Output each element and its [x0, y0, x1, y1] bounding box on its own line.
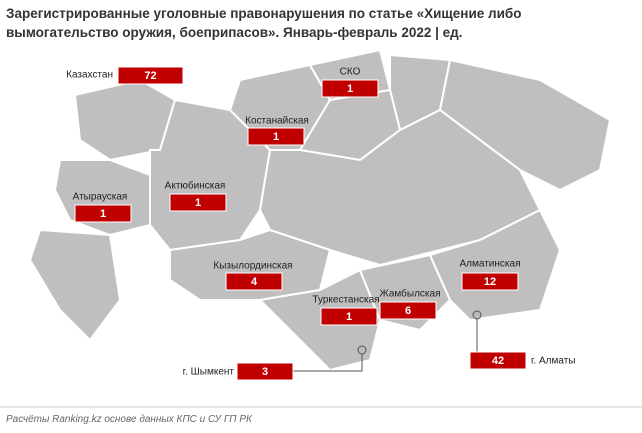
region-value: 4 — [251, 276, 258, 288]
value-box — [117, 66, 184, 85]
region-value: 1 — [347, 83, 353, 95]
region-value: 72 — [144, 70, 156, 82]
region-name: Атырауская — [73, 192, 128, 203]
region-name: Кызылординская — [213, 261, 292, 272]
value-box — [247, 127, 305, 146]
region-labels: Казахстан 72 СКО 1 Костанайская 1 Атырауская 1 А… — [66, 66, 575, 381]
title: Зарегистрированные уголовные правонаруше… — [6, 6, 522, 40]
value-box — [225, 272, 283, 291]
region-value: 1 — [100, 208, 106, 220]
region-value: 42 — [492, 355, 504, 367]
region-name: Туркестанская — [312, 295, 379, 306]
value-box — [321, 79, 379, 98]
region-value: 6 — [405, 305, 411, 317]
region-name: Актюбинская — [165, 180, 226, 192]
region-name: г. Алматы — [531, 356, 575, 367]
value-box — [469, 351, 527, 370]
value-box — [320, 307, 378, 326]
region-value: 1 — [195, 197, 201, 209]
regions-shapes — [28, 48, 612, 372]
value-box — [169, 193, 227, 212]
source: Расчёты Ranking.kz основе данных КПС и С… — [6, 414, 252, 425]
region-name: г. Шымкент — [183, 367, 235, 378]
region-name: Костанайская — [245, 116, 309, 127]
region-name: Алматинская — [460, 259, 521, 270]
region-value: 1 — [346, 311, 352, 323]
region-name: СКО — [340, 67, 361, 78]
region-value: 3 — [262, 366, 268, 378]
region-value: 12 — [484, 276, 496, 288]
region-value: 1 — [273, 131, 279, 143]
value-box — [74, 204, 132, 223]
region-name: Жамбылская — [380, 288, 441, 300]
value-box — [461, 272, 519, 291]
value-box — [379, 301, 437, 320]
value-box — [236, 362, 294, 381]
leaders — [293, 310, 482, 372]
region-name: Казахстан — [66, 70, 113, 81]
